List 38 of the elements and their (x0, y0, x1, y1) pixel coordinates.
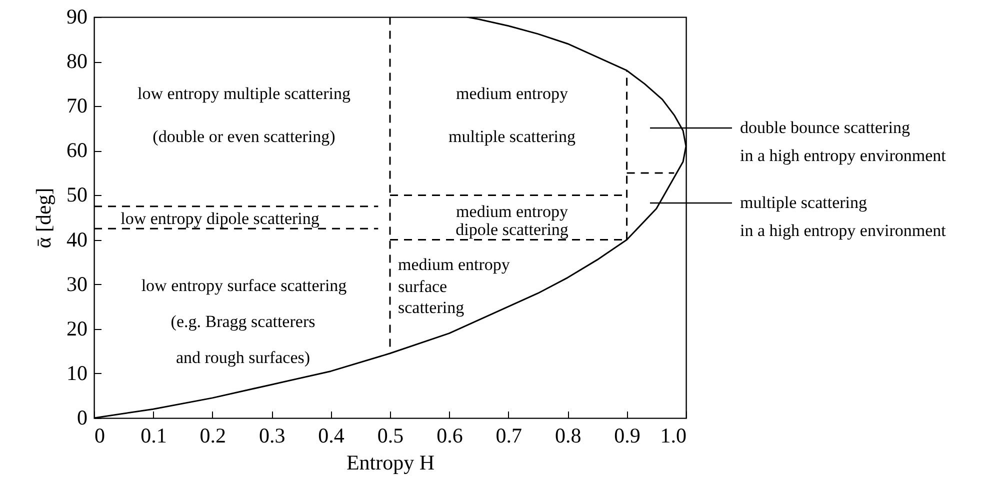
x-tick-label: 1.0 (660, 424, 686, 448)
annotation: low entropy surface scattering (141, 276, 348, 295)
x-tick-label: 0.7 (496, 424, 522, 448)
y-tick-label: 60 (66, 138, 88, 162)
x-tick-label: 0.2 (200, 424, 226, 448)
text: multiple scattering in a high entropy environment (740, 193, 946, 240)
x-tick-label: 0.1 (140, 424, 167, 448)
y-axis-title: ᾱ [deg] (32, 188, 56, 248)
annotation: surface (398, 277, 448, 296)
annotation: and rough surfaces) (176, 348, 310, 367)
annotation: medium entropy (398, 255, 510, 274)
y-tick-label: 10 (66, 360, 88, 385)
y-tick-label: 50 (66, 182, 88, 207)
y-tick-label: 90 (66, 4, 88, 28)
annotation: low entropy multiple scattering (138, 84, 351, 103)
x-tick-label: 0.8 (554, 424, 582, 448)
annotation: low entropy dipole scattering (120, 209, 320, 228)
x-tick-label: 0.4 (318, 424, 345, 448)
annotation: scattering (398, 298, 465, 317)
x-axis-title: Entropy H (346, 450, 435, 474)
annotation: medium entropy (456, 84, 568, 103)
y-tick-label: 40 (66, 227, 88, 252)
annotation: (double or even scattering) (152, 127, 336, 146)
annotation: (e.g. Bragg scatterers (170, 312, 316, 331)
x-tick-label: 0.3 (258, 424, 286, 448)
y-tick-label: 0 (77, 406, 88, 430)
x-tick-label: 0.9 (614, 424, 640, 448)
y-tick-label: 20 (66, 316, 88, 340)
annotation: medium entropy (456, 202, 568, 221)
y-tick-label: 80 (66, 49, 88, 74)
y-tick-label: 30 (66, 272, 88, 296)
x-tick-label: 0.6 (436, 424, 463, 448)
text: double bounce scattering in a high entropy environment (740, 118, 946, 165)
annotation: multiple scattering (448, 127, 576, 146)
annotation: dipole scattering (456, 220, 569, 239)
y-tick-label: 70 (66, 94, 88, 118)
x-tick-label: 0.5 (377, 424, 404, 448)
x-tick-label: 0 (94, 424, 105, 448)
